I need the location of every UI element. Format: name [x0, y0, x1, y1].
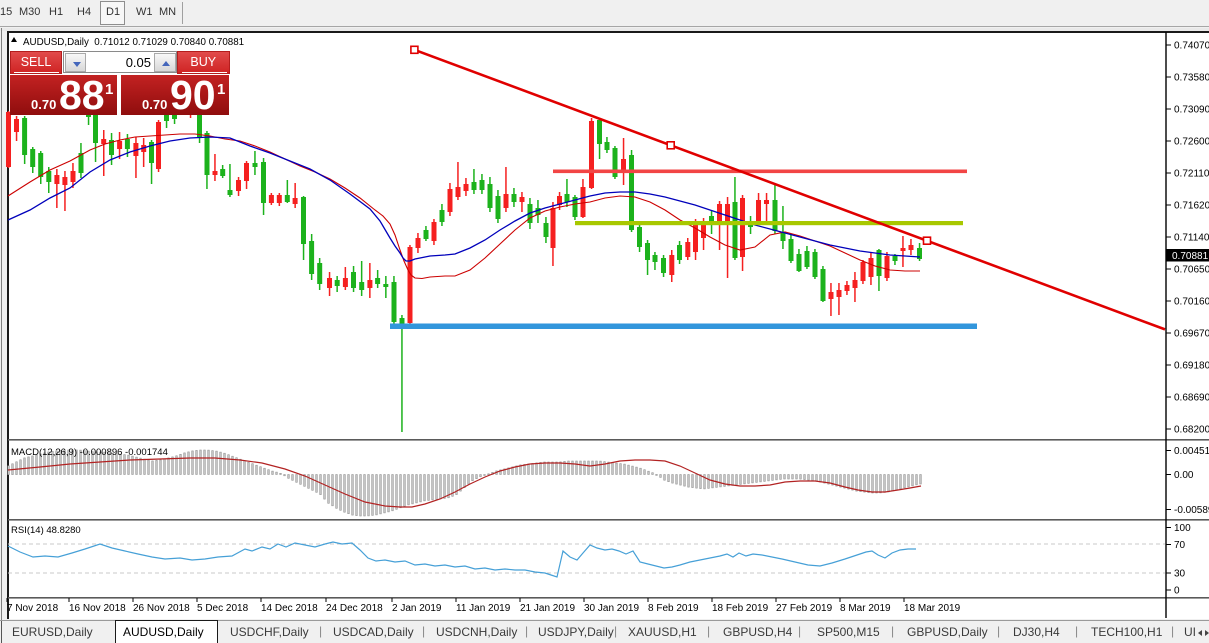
- svg-text:-0.005891: -0.005891: [1174, 505, 1209, 516]
- svg-text:0.69180: 0.69180: [1174, 361, 1209, 372]
- svg-text:8 Feb 2019: 8 Feb 2019: [648, 603, 699, 614]
- svg-text:0.004517: 0.004517: [1174, 446, 1209, 457]
- svg-text:0.71140: 0.71140: [1174, 233, 1209, 244]
- svg-text:14 Dec 2018: 14 Dec 2018: [261, 603, 318, 614]
- svg-text:0.00: 0.00: [1174, 470, 1194, 481]
- svg-text:0.70160: 0.70160: [1174, 297, 1209, 308]
- svg-text:100: 100: [1174, 523, 1191, 534]
- svg-text:24 Dec 2018: 24 Dec 2018: [326, 603, 383, 614]
- svg-text:0: 0: [1174, 586, 1180, 597]
- svg-text:18 Feb 2019: 18 Feb 2019: [712, 603, 769, 614]
- svg-text:70: 70: [1174, 540, 1186, 551]
- svg-text:0.72600: 0.72600: [1174, 137, 1209, 148]
- svg-text:0.68690: 0.68690: [1174, 393, 1209, 404]
- svg-text:11 Jan 2019: 11 Jan 2019: [456, 603, 511, 614]
- svg-text:0.73580: 0.73580: [1174, 73, 1209, 84]
- svg-text:0.73090: 0.73090: [1174, 105, 1209, 116]
- svg-text:0.70881: 0.70881: [1172, 251, 1209, 262]
- svg-text:30 Jan 2019: 30 Jan 2019: [584, 603, 639, 614]
- svg-text:21 Jan 2019: 21 Jan 2019: [520, 603, 575, 614]
- svg-text:5 Dec 2018: 5 Dec 2018: [197, 603, 249, 614]
- svg-text:0.74070: 0.74070: [1174, 41, 1209, 52]
- svg-text:8 Mar 2019: 8 Mar 2019: [840, 603, 891, 614]
- svg-text:0.68200: 0.68200: [1174, 425, 1209, 436]
- svg-text:0.72110: 0.72110: [1174, 169, 1209, 180]
- svg-text:MACD(12,26,9) -0.000896 -0.001: MACD(12,26,9) -0.000896 -0.001744: [11, 447, 168, 458]
- svg-text:16 Nov 2018: 16 Nov 2018: [69, 603, 126, 614]
- svg-text:RSI(14) 48.8280: RSI(14) 48.8280: [11, 525, 81, 536]
- svg-text:0.69670: 0.69670: [1174, 329, 1209, 340]
- svg-text:0.70650: 0.70650: [1174, 265, 1209, 276]
- svg-text:30: 30: [1174, 569, 1186, 580]
- svg-text:18 Mar 2019: 18 Mar 2019: [904, 603, 961, 614]
- svg-text:26 Nov 2018: 26 Nov 2018: [133, 603, 190, 614]
- svg-text:27 Feb 2019: 27 Feb 2019: [776, 603, 833, 614]
- svg-text:2 Jan 2019: 2 Jan 2019: [392, 603, 442, 614]
- svg-text:7 Nov 2018: 7 Nov 2018: [7, 603, 59, 614]
- svg-text:0.71620: 0.71620: [1174, 201, 1209, 212]
